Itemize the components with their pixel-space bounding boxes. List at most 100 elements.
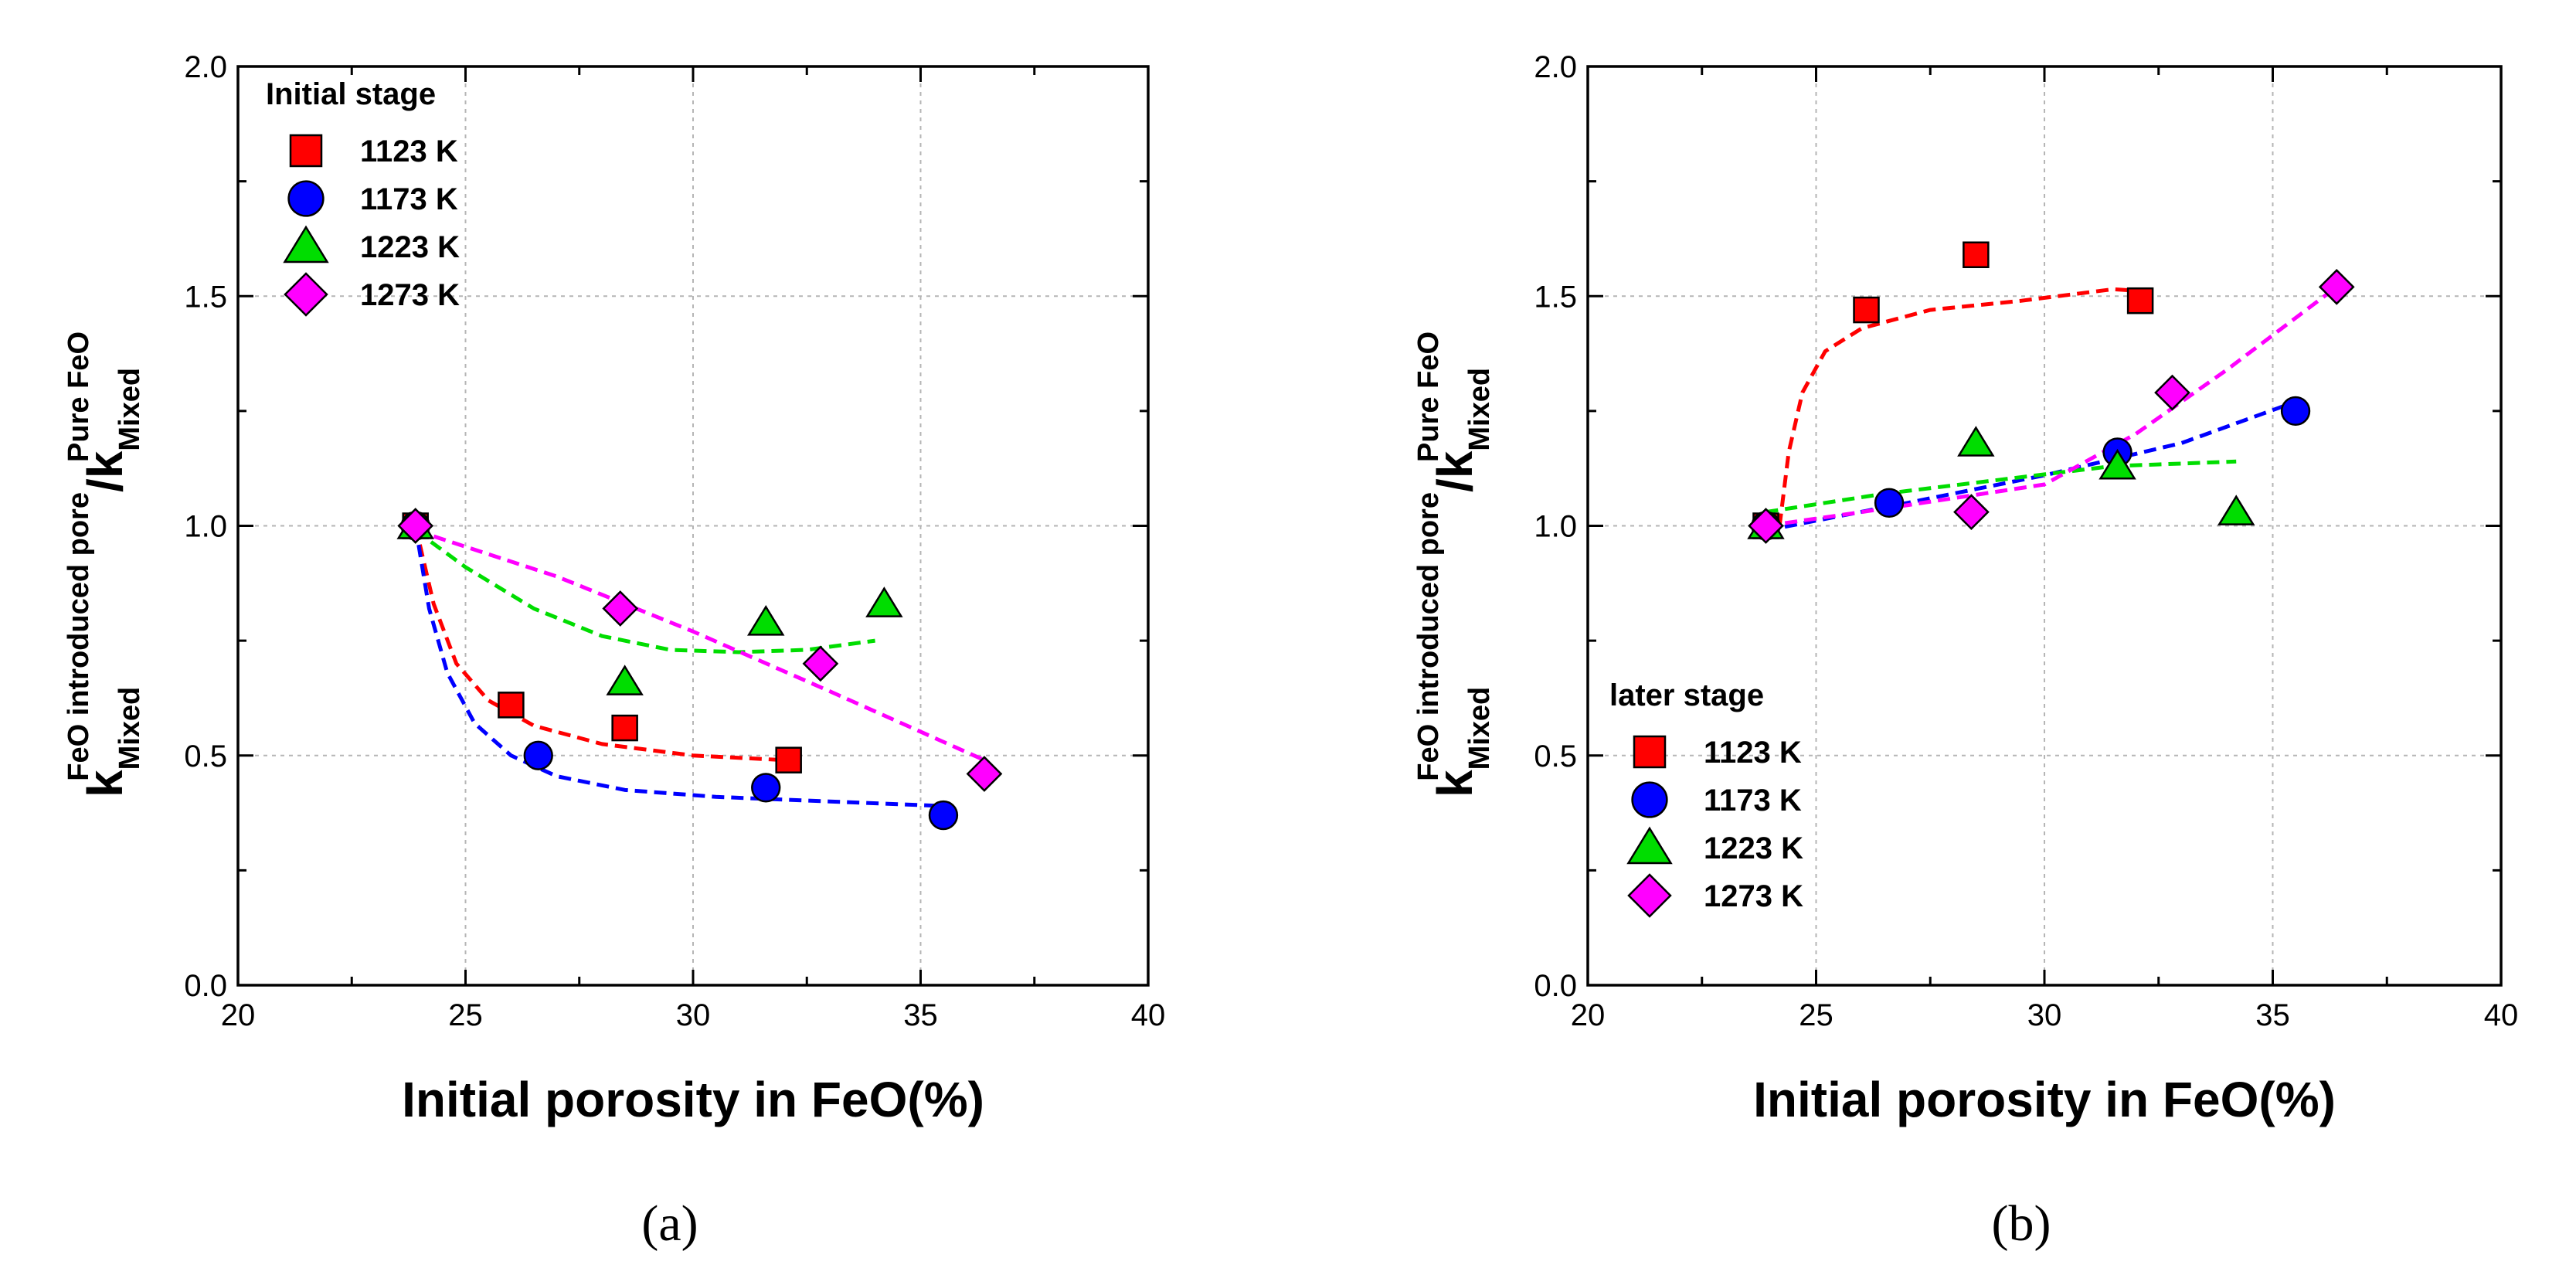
panel-b-legend-label-1123k: 1123 K (1704, 736, 1802, 770)
panel-b-tick-labels: 20 25 30 35 40 0.0 0.5 1.0 1.5 2.0 (1534, 50, 2518, 1032)
panel-b-point-1223k (2099, 448, 2136, 480)
panel-a-markers (396, 508, 1003, 831)
panel-a-label: (a) (641, 1195, 698, 1252)
panel-a-point-1273k (397, 508, 434, 544)
panel-a-legend-label-1123k: 1123 K (360, 134, 458, 168)
panel-a-fit-line-1123k (413, 525, 784, 763)
panel-a-point-1123k (611, 714, 638, 742)
panel-a-x-tick-label: 40 (1131, 998, 1166, 1032)
panel-b-ylabel-sub-1: Mixed (1463, 687, 1496, 770)
panel-a-legend-marker-1273k (284, 272, 328, 317)
panel-b-point-1123k (1853, 296, 1880, 324)
panel-a-point-1273k (802, 645, 839, 682)
panel-a-y-tick-label: 1.0 (184, 510, 227, 544)
panel-a-point-1273k (602, 590, 639, 627)
panel-b-point-1273k (1953, 494, 1990, 531)
panel-a-fit-line-1223k (414, 529, 875, 654)
panel-a-legend-marker-1223k (283, 225, 329, 263)
panel-b-ylabel-slash: /k (1427, 450, 1483, 492)
panel-a-legend: Initial stage 1123 K 1173 K 1223 K 1273 K (266, 77, 460, 317)
panel-a-grid (238, 66, 1148, 985)
panel-a-legend-title: Initial stage (266, 77, 436, 111)
panel-b-point-1123k (2126, 287, 2154, 314)
panel-a-y-tick-label: 1.5 (184, 280, 227, 314)
panel-a-legend-marker-1173k (287, 180, 325, 217)
panel-a-legend-marker-1123k (289, 134, 323, 168)
panel-b-y-tick-label: 0.5 (1534, 739, 1577, 773)
panel-b-point-1273k (2154, 374, 2190, 411)
panel-b-ylabel-k: k (1427, 770, 1483, 797)
panel-a-y-tick-label: 0.5 (184, 739, 227, 773)
panel-a-point-1273k (966, 756, 1003, 792)
panel-b-y-tick-label: 1.0 (1534, 510, 1577, 544)
panel-a-x-tick-label: 20 (221, 998, 256, 1032)
panel-b-point-1223k (1957, 426, 1995, 457)
panel-b-x-tick-label: 40 (2484, 998, 2519, 1032)
panel-a-legend-label-1273k: 1273 K (360, 278, 460, 312)
panel-a-point-1223k (865, 586, 903, 617)
panel-b-legend: later stage 1123 K 1173 K 1223 K 1273 K (1609, 678, 1803, 918)
panel-a-point-1123k (498, 692, 525, 719)
panel-b-point-1123k (1963, 241, 1990, 268)
panel-b-x-axis-label: Initial porosity in FeO(%) (1753, 1072, 2336, 1127)
panel-b-y-tick-label: 0.0 (1534, 969, 1577, 1003)
panel-b-point-1173k (2280, 396, 2311, 427)
panel-a-x-tick-label: 25 (448, 998, 483, 1032)
panel-b-ylabel-sup-2: Pure FeO (1412, 331, 1445, 462)
panel-a-point-1223k (606, 665, 644, 695)
panel-a-point-1223k (747, 604, 785, 636)
panel-a-point-1173k (751, 773, 781, 803)
panel-b-x-tick-label: 30 (2027, 998, 2062, 1032)
panel-b-legend-marker-1273k (1627, 873, 1672, 918)
panel-a-point-1173k (928, 800, 959, 831)
panel-b: 20 25 30 35 40 0.0 0.5 1.0 1.5 2.0 later stage 112… (1412, 50, 2518, 1252)
panel-a-x-tick-label: 35 (903, 998, 938, 1032)
panel-a-ylabel-sup-1: FeO introduced pore (63, 492, 95, 781)
panel-b-point-1273k (1748, 508, 1784, 544)
panel-a-y-tick-label: 2.0 (184, 50, 227, 84)
panel-b-y-tick-label: 1.5 (1534, 280, 1577, 314)
panel-b-y-axis-label: kMixedFeO introduced pore/kMixedPure FeO (1412, 331, 1496, 797)
panel-b-legend-label-1223k: 1223 K (1704, 831, 1803, 865)
panel-b-fit-line-1273k (1765, 285, 2338, 528)
panel-a-point-1173k (523, 740, 553, 770)
panel-a-legend-label-1173k: 1173 K (360, 182, 458, 216)
panel-b-fit-lines (1765, 285, 2338, 532)
panel-a-fit-line-1173k (413, 525, 944, 808)
panel-a: 20 25 30 35 40 0.0 0.5 1.0 1.5 2.0 Initial stage 1… (63, 50, 1165, 1252)
panel-b-x-tick-label: 35 (2255, 998, 2290, 1032)
panel-a-ylabel-sub-1: Mixed (114, 687, 146, 770)
panel-b-fit-line-1223k (1765, 459, 2237, 515)
panel-b-legend-marker-1223k (1626, 826, 1673, 865)
panel-a-axes (236, 65, 1150, 987)
panel-a-ylabel-sup-2: Pure FeO (63, 331, 95, 462)
panel-a-fit-lines (413, 525, 985, 808)
panel-b-fit-line-1123k (1777, 287, 2150, 526)
panel-a-ylabel-k: k (77, 770, 133, 797)
panel-b-point-1273k (2318, 268, 2355, 305)
panel-b-markers (1747, 241, 2355, 544)
panel-b-x-tick-label: 25 (1799, 998, 1833, 1032)
panel-b-axes (1586, 65, 2503, 987)
panel-b-ylabel-sub-2: Mixed (1463, 368, 1496, 451)
panel-a-fit-line-1273k (414, 529, 985, 762)
panel-a-y-axis-label: kMixedFeO introduced pore/kMixedPure FeO (63, 331, 146, 797)
panel-b-legend-label-1173k: 1173 K (1704, 784, 1802, 818)
panel-b-x-tick-label: 20 (1571, 998, 1606, 1032)
panel-b-legend-marker-1123k (1633, 735, 1667, 769)
panel-b-point-1173k (1874, 488, 1905, 518)
panel-b-grid (1588, 66, 2501, 985)
panel-a-tick-labels: 20 25 30 35 40 0.0 0.5 1.0 1.5 2.0 (184, 50, 1165, 1032)
panel-b-label: (b) (1992, 1195, 2051, 1252)
panel-a-ylabel-slash: /k (77, 450, 133, 492)
panel-a-ylabel-sub-2: Mixed (114, 368, 146, 451)
panel-a-x-axis-label: Initial porosity in FeO(%) (402, 1072, 984, 1127)
panel-b-point-1223k (2217, 495, 2255, 525)
panel-a-y-tick-label: 0.0 (184, 969, 227, 1003)
panel-a-legend-label-1223k: 1223 K (360, 230, 460, 264)
panel-b-legend-title: later stage (1609, 678, 1764, 712)
panel-a-point-1123k (775, 746, 802, 773)
panel-b-ylabel-sup-1: FeO introduced pore (1412, 492, 1445, 781)
panel-b-legend-marker-1173k (1631, 781, 1668, 818)
